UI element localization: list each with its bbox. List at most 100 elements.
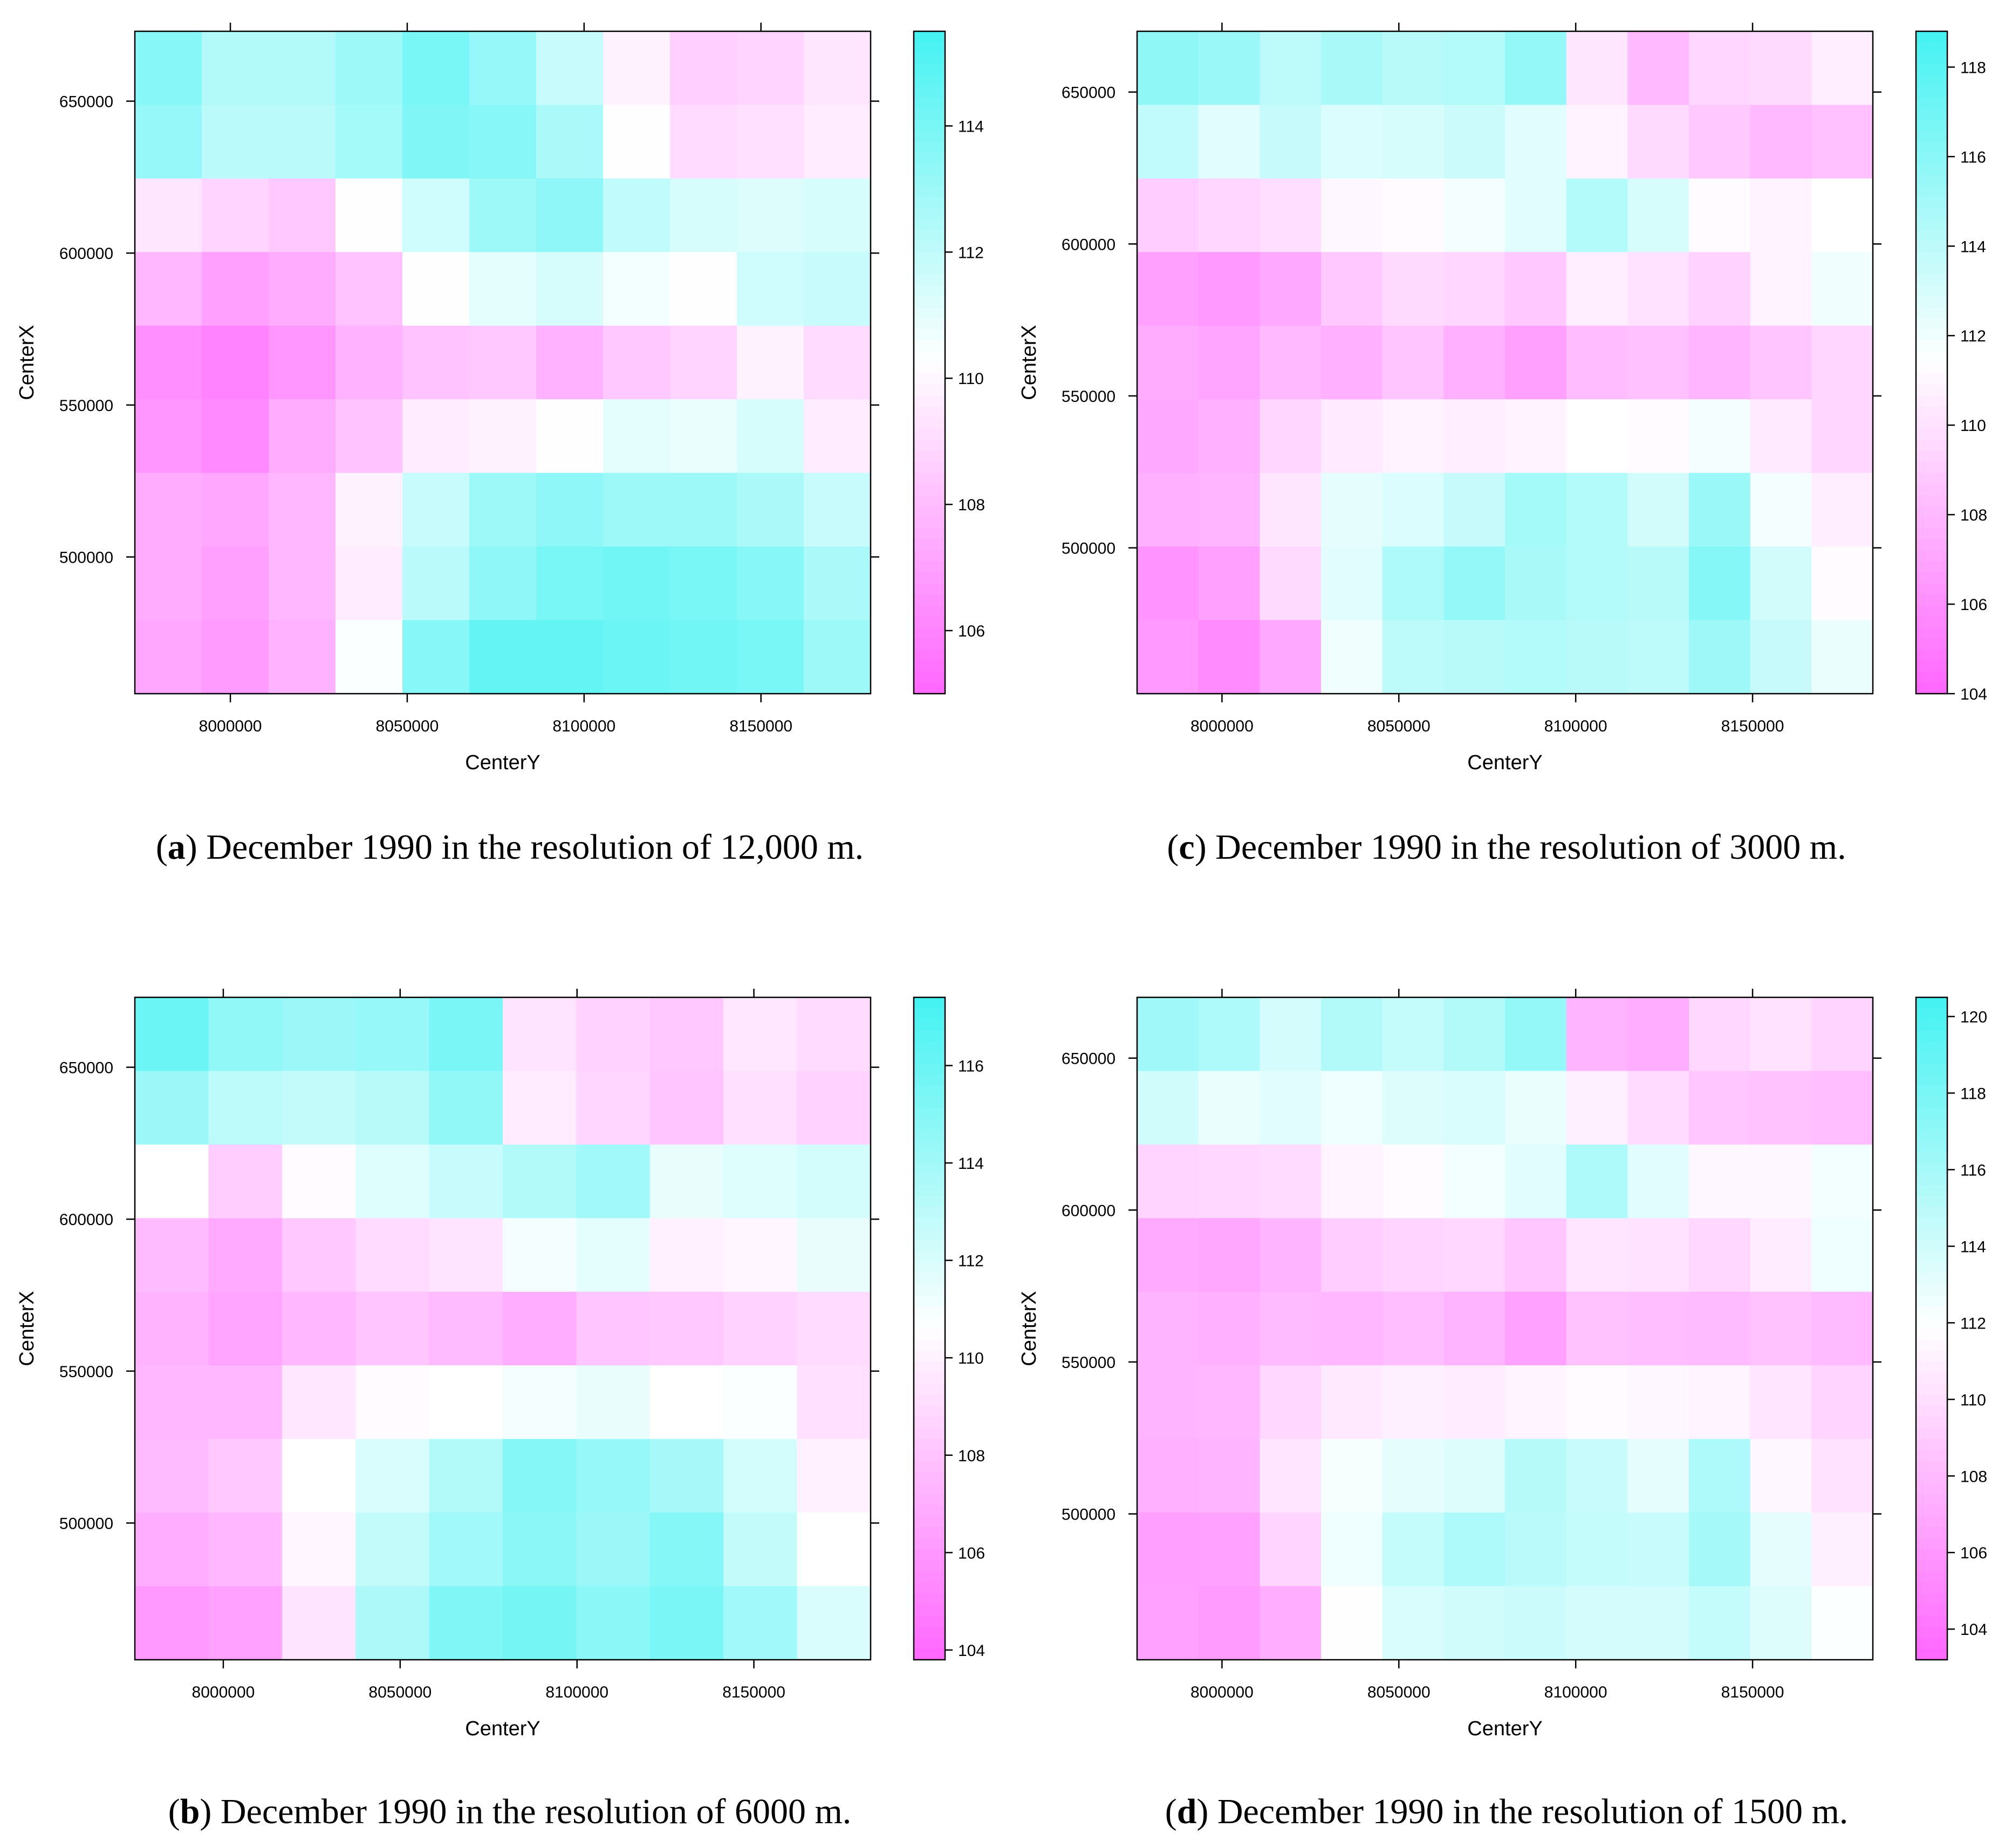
- y-tick-label: 550000: [1062, 388, 1116, 406]
- heatmap-cell: [1750, 473, 1812, 547]
- heatmap-cell: [1443, 1512, 1506, 1587]
- heatmap-cell: [649, 1439, 724, 1513]
- heatmap-cell: [1443, 1365, 1506, 1440]
- heatmap-cell: [1443, 546, 1506, 621]
- y-tick-label: 500000: [1062, 540, 1116, 558]
- heatmap-cell: [1382, 178, 1444, 252]
- heatmap-cell: [202, 399, 269, 474]
- x-axis-title: CenterY: [465, 751, 540, 774]
- colorbar-segment: [914, 218, 945, 230]
- heatmap-cell: [1689, 1291, 1751, 1366]
- colorbar-segment: [914, 1472, 945, 1484]
- heatmap-cell: [1505, 1144, 1567, 1219]
- colorbar-tick-label: 116: [1960, 1161, 1986, 1179]
- colorbar-tick-label: 110: [958, 370, 984, 388]
- colorbar-segment: [1916, 1196, 1947, 1208]
- y-tick-label: 550000: [1062, 1354, 1116, 1372]
- colorbar-segment: [914, 997, 945, 1009]
- colorbar-segment: [914, 1119, 945, 1131]
- heatmap-cell: [603, 252, 670, 326]
- heatmap-cell: [1137, 1439, 1199, 1513]
- heatmap-cell: [429, 1365, 503, 1440]
- colorbar-segment: [914, 406, 945, 418]
- colorbar-segment: [914, 1350, 945, 1362]
- x-tick-label: 8050000: [1367, 1683, 1431, 1701]
- heatmap-cell: [1505, 1218, 1567, 1292]
- colorbar-segment: [914, 1329, 945, 1340]
- heatmap-cell: [536, 105, 604, 179]
- heatmap-cell: [1689, 546, 1751, 621]
- heatmap-cell: [536, 473, 604, 547]
- heatmap-cell: [429, 997, 503, 1072]
- y-tick-label: 600000: [59, 1211, 113, 1229]
- colorbar-segment: [914, 175, 945, 187]
- colorbar-segment: [914, 1582, 945, 1594]
- heatmap-cell: [135, 31, 202, 106]
- colorbar-segment: [1916, 1472, 1947, 1484]
- colorbar-segment: [1916, 1306, 1947, 1318]
- heatmap-cell: [1198, 546, 1260, 621]
- heatmap-cell: [1627, 997, 1689, 1072]
- heatmap-cell: [1627, 1365, 1689, 1440]
- heatmap-cell: [603, 473, 670, 547]
- colorbar-segment: [914, 1361, 945, 1373]
- colorbar-segment: [1916, 307, 1947, 319]
- colorbar-segment: [1916, 285, 1947, 297]
- colorbar-segment: [914, 1030, 945, 1042]
- colorbar: 104 106 108 110 112 114 116: [913, 996, 985, 1661]
- colorbar-segment: [1916, 1560, 1947, 1572]
- y-tick-label: 650000: [59, 1059, 113, 1077]
- colorbar-tick-label: 116: [958, 1057, 984, 1075]
- heatmap-cell: [1566, 620, 1628, 694]
- heatmap-cell: [469, 252, 537, 326]
- colorbar-segment: [914, 627, 945, 639]
- colorbar-segment: [914, 1052, 945, 1064]
- colorbar-segment: [1916, 672, 1947, 683]
- colorbar-segment: [914, 1604, 945, 1616]
- heatmap-cell: [1260, 325, 1322, 400]
- colorbar-segment: [914, 1461, 945, 1473]
- colorbar-segment: [914, 605, 945, 617]
- heatmap-cell: [1811, 1144, 1873, 1219]
- colorbar-segment: [914, 1174, 945, 1186]
- heatmap-cell: [208, 1291, 283, 1366]
- heatmap-cell: [269, 546, 336, 621]
- colorbar-segment: [914, 1185, 945, 1196]
- panel-caption: (a) December 1990 in the resolution of 1…: [156, 827, 864, 867]
- heatmap-cell: [1627, 1071, 1689, 1145]
- heatmap-cell: [804, 546, 871, 621]
- colorbar-segment: [914, 86, 945, 98]
- colorbar-segment: [1916, 1284, 1947, 1296]
- heatmap-cell: [1260, 546, 1322, 621]
- y-tick-label: 600000: [1062, 236, 1116, 254]
- colorbar-segment: [1916, 1074, 1947, 1086]
- heatmap-cell: [135, 1512, 209, 1587]
- colorbar-segment: [1916, 1052, 1947, 1064]
- heatmap-cell: [737, 178, 804, 252]
- heatmap-cell: [282, 1071, 356, 1145]
- heatmap-cell: [1627, 473, 1689, 547]
- heatmap-cell: [429, 1144, 503, 1219]
- heatmap-cell: [1137, 31, 1199, 106]
- colorbar-tick-label: 114: [1960, 1238, 1986, 1256]
- heatmap-cell: [503, 1586, 577, 1660]
- heatmap-cell: [1566, 473, 1628, 547]
- heatmap-cell: [1627, 178, 1689, 252]
- colorbar-segment: [1916, 1295, 1947, 1307]
- colorbar-segment: [1916, 42, 1947, 54]
- x-axis-title: CenterY: [465, 1717, 540, 1740]
- colorbar-segment: [1916, 1141, 1947, 1153]
- heatmap-cell: [649, 1512, 724, 1587]
- colorbar-tick-label: 108: [958, 496, 985, 514]
- heatmap-cell: [1382, 1071, 1444, 1145]
- heatmap-cell: [1689, 31, 1751, 106]
- heatmap-cell: [1382, 105, 1444, 179]
- colorbar-segment: [1916, 1008, 1947, 1020]
- heatmap-cell: [135, 1144, 209, 1219]
- heatmap-cell: [1321, 997, 1383, 1072]
- heatmap-cell: [1260, 399, 1322, 474]
- colorbar: 106 108 110 112 114: [913, 30, 985, 695]
- heatmap-cell: [1505, 178, 1567, 252]
- heatmap-cell: [1260, 1218, 1322, 1292]
- colorbar-segment: [1916, 583, 1947, 595]
